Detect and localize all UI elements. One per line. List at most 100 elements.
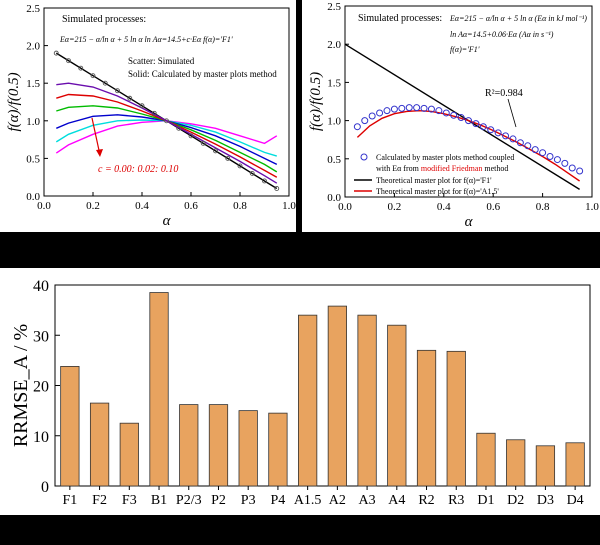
- y-axis-label: f(α)/f(0.5): [6, 72, 22, 131]
- bar: [416, 349, 437, 487]
- y-tick-label: 2.0: [26, 41, 40, 53]
- bar: [208, 404, 229, 487]
- x-tick-label: 0.2: [388, 201, 402, 213]
- x-tick-label: F3: [122, 493, 137, 508]
- annotation-title: Simulated processes:: [62, 14, 146, 25]
- x-tick-label: D4: [567, 493, 584, 508]
- scatter-point: [561, 159, 569, 167]
- x-tick-label: B1: [151, 493, 167, 508]
- scatter-point: [472, 120, 480, 128]
- x-tick-label: A2: [329, 493, 346, 508]
- x-axis-label: α: [163, 213, 172, 229]
- scatter-point: [361, 117, 369, 125]
- scatter-point: [531, 146, 539, 154]
- x-tick-label: F1: [62, 493, 77, 508]
- x-tick-label: 0.4: [437, 201, 451, 213]
- x-tick-label: A4: [388, 493, 405, 508]
- x-tick-label: 1.0: [585, 201, 599, 213]
- annotation-equation-1: Eα=215 − α/ln α + 5 ln α (Eα in kJ mol⁻¹…: [449, 14, 587, 23]
- y-tick-label: 40: [33, 278, 49, 295]
- x-tick-label: A3: [359, 493, 376, 508]
- scatter-point: [435, 107, 443, 115]
- chart-panel-c: 0 10 20 30 40 RRMSE_A / % F1 F2 F3 B1 P2/3 P2 P3 P4 A1…: [0, 268, 600, 515]
- x-tick-label: 0.0: [37, 200, 51, 212]
- x-axis-label: α: [465, 214, 474, 230]
- chart-a: 0.0 0.2 0.4 0.6 0.8 1.0 0.0 0.5 1.0 1.5 2.0 2.5 α f(α…: [6, 3, 296, 229]
- scatter-point: [188, 133, 194, 139]
- y-tick-label: 1.0: [327, 116, 341, 128]
- scatter-point: [151, 110, 157, 116]
- x-tick-label: R2: [418, 493, 434, 508]
- scatter-point: [457, 114, 465, 122]
- y-tick-label: 1.0: [26, 116, 40, 128]
- annotation-title: Simulated processes:: [358, 13, 442, 24]
- y-tick-label: 1.5: [26, 78, 40, 90]
- scatter-point: [90, 73, 96, 79]
- r2-pointer: [507, 98, 517, 128]
- r2-annotation: R²=0.984: [485, 88, 523, 99]
- x-tick-label: 0.6: [184, 200, 198, 212]
- c-label: c = 0.00: 0.02: 0.10: [98, 164, 178, 175]
- scatter-point: [383, 107, 391, 115]
- x-tick-label: 0.8: [233, 200, 247, 212]
- y-tick-label: 0.0: [26, 191, 40, 203]
- y-tick-label: 10: [33, 429, 49, 446]
- x-tick-label: 0.0: [338, 201, 352, 213]
- x-tick-label: 0.4: [135, 200, 149, 212]
- scatter-point: [237, 163, 243, 169]
- x-tick-label: A1.5: [294, 493, 322, 508]
- scatter-point: [546, 153, 554, 161]
- scatter-point: [376, 109, 384, 117]
- scatter-point: [479, 123, 487, 131]
- x-tick-label: 0.6: [486, 201, 500, 213]
- legend-scatter-line1: Calculated by master plots method couple…: [376, 153, 514, 162]
- x-tick-label: R3: [448, 493, 464, 508]
- scatter-point: [53, 50, 59, 56]
- scatter-point: [539, 149, 547, 157]
- x-tick-label: P3: [241, 493, 256, 508]
- y-tick-label: 0.0: [327, 192, 341, 204]
- y-tick-label: 0: [41, 479, 49, 496]
- y-tick-label: 20: [33, 379, 49, 396]
- x-tick-label: P2/3: [176, 493, 202, 508]
- bar: [119, 422, 139, 487]
- scatter-point: [494, 129, 502, 137]
- bar: [535, 445, 556, 487]
- scatter-point: [213, 148, 218, 154]
- scatter-point: [465, 117, 472, 125]
- annotation-equation-2: ln Aα=14.5+0.06·Eα (Aα in s⁻¹): [450, 30, 554, 39]
- bar: [238, 410, 258, 487]
- scatter-point: [66, 58, 71, 64]
- legend-marker-scatter: [360, 153, 368, 161]
- scatter-point: [78, 65, 84, 71]
- chart-panel-a: 0.0 0.2 0.4 0.6 0.8 1.0 0.0 0.5 1.0 1.5 2.0 2.5 α f(α…: [0, 0, 296, 232]
- bar: [298, 314, 318, 487]
- series-line: [56, 114, 278, 166]
- scatter-point: [553, 156, 561, 164]
- bar: [387, 324, 407, 487]
- y-tick-label: 2.0: [327, 39, 341, 51]
- arrow-line: [91, 117, 101, 156]
- bar: [327, 305, 347, 487]
- plot-frame: [43, 7, 290, 197]
- legend-red: Theoretical master plot for f(α)='A1.5': [376, 187, 499, 196]
- bar: [60, 366, 80, 487]
- scatter-point: [405, 104, 413, 112]
- bar: [506, 439, 526, 487]
- x-tick-label: 1.0: [282, 200, 296, 212]
- legend-text-part: modified Friedman: [421, 164, 483, 173]
- bar: [89, 402, 110, 487]
- bar: [476, 432, 496, 487]
- scatter-point: [353, 123, 361, 131]
- chart-b: 0.0 0.2 0.4 0.6 0.8 1.0 0.0 0.5 1.0 1.5 2.0 2.5 α f(α…: [308, 1, 599, 230]
- scatter-point: [200, 140, 206, 146]
- scatter-point: [164, 118, 169, 124]
- scatter-point: [509, 135, 517, 143]
- series-line: [356, 109, 580, 182]
- y-axis-label: f(α)/f(0.5): [308, 72, 324, 131]
- scatter-point: [262, 178, 267, 184]
- scatter-point: [225, 155, 231, 161]
- x-tick-label: 0.8: [536, 201, 550, 213]
- bar: [446, 350, 466, 487]
- y-axis-label: RRMSE_A / %: [10, 324, 32, 447]
